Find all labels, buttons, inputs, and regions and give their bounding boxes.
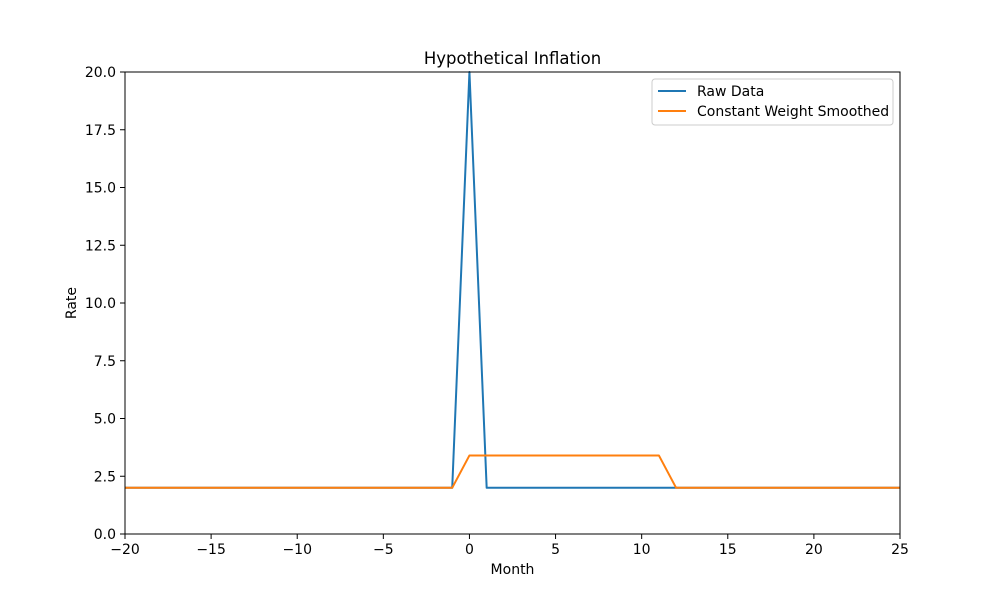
y-axis-ticks: 0.0 2.5 5.0 7.5 10.0 12.5 15.0 17.5 20.0 (85, 65, 125, 543)
x-tick-label: 15 (719, 542, 737, 558)
x-tick-label: 5 (551, 542, 560, 558)
y-tick-label: 15.0 (85, 181, 116, 197)
series-line-constant-weight-smoothed (125, 454, 900, 489)
y-tick-label: 5.0 (94, 412, 116, 428)
y-tick-label: 20.0 (85, 65, 116, 81)
legend: Raw Data Constant Weight Smoothed (651, 78, 894, 126)
legend-label: Constant Weight Smoothed (697, 104, 889, 120)
y-tick-label: 10.0 (85, 296, 116, 312)
x-tick-label: 20 (805, 542, 823, 558)
x-tick-label: −20 (110, 542, 140, 558)
x-axis-ticks: −20 −15 −10 −5 0 5 10 15 20 25 (110, 534, 909, 558)
legend-label: Raw Data (697, 84, 764, 100)
y-tick-label: 12.5 (85, 238, 116, 254)
chart-title: Hypothetical Inflation (424, 49, 601, 68)
x-tick-label: 25 (891, 542, 909, 558)
x-tick-label: −10 (282, 542, 312, 558)
series-layer (125, 71, 900, 489)
y-tick-label: 7.5 (94, 354, 116, 370)
y-tick-label: 17.5 (85, 123, 116, 139)
y-tick-label: 2.5 (94, 469, 116, 485)
x-axis-label: Month (491, 562, 535, 578)
x-tick-label: −15 (196, 542, 226, 558)
plot-frame (124, 71, 901, 535)
legend-box (651, 78, 894, 126)
x-tick-label: −5 (373, 542, 394, 558)
x-tick-label: 0 (465, 542, 474, 558)
x-tick-label: 10 (633, 542, 651, 558)
y-tick-label: 0.0 (94, 527, 116, 543)
y-axis-label: Rate (64, 287, 80, 319)
